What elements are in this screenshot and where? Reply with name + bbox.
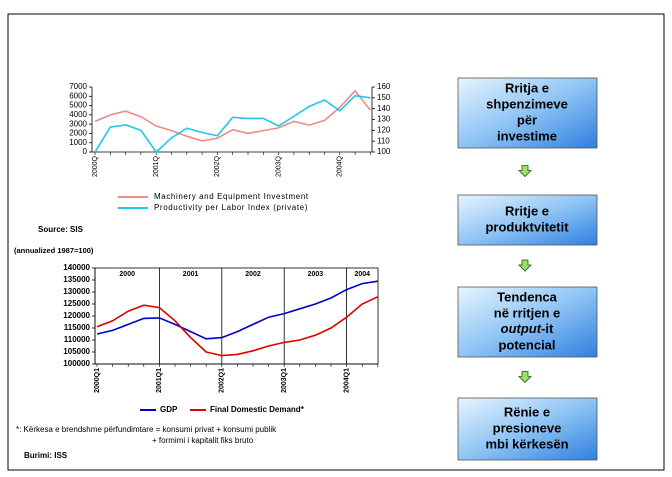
footnote: *: Kërkesa e brendshme përfundimtare = k… xyxy=(16,425,277,434)
y-tick-label: 1000 xyxy=(69,138,87,147)
flow-text: presioneve xyxy=(493,420,562,435)
x-tick-label: 2001Q xyxy=(153,155,160,177)
y-tick-label: 105000 xyxy=(63,347,90,356)
series-line xyxy=(94,89,372,142)
footnote: + formimi i kapitalit fiks bruto xyxy=(152,436,254,445)
y2-tick-label: 140 xyxy=(377,104,391,113)
x-tick-label: 2004Q1 xyxy=(343,368,350,393)
y2-tick-label: 150 xyxy=(377,93,391,102)
series-line xyxy=(96,280,378,340)
y-tick-label: 5000 xyxy=(69,101,87,110)
flow-text: produktvitetit xyxy=(485,219,569,234)
flow-arrow xyxy=(518,259,532,272)
x-tick-label: 2001Q1 xyxy=(156,368,163,393)
flow-box xyxy=(457,77,598,149)
legend-label: Machinery and Equipment Investment xyxy=(154,192,309,201)
y2-tick-label: 120 xyxy=(377,125,391,134)
source: Source: SIS xyxy=(38,225,84,234)
flow-arrow xyxy=(518,371,532,384)
flow-box xyxy=(457,286,598,358)
y-tick-label: 140000 xyxy=(63,263,90,272)
y-tick-label: 110000 xyxy=(64,335,91,344)
y2-tick-label: 130 xyxy=(377,115,391,124)
plot-area xyxy=(94,267,379,365)
flow-text: output-it xyxy=(501,321,554,336)
chart-subtitle: (annualized 1987=100) xyxy=(14,246,94,255)
x-tick-label: 2000Q1 xyxy=(94,368,101,393)
series-line xyxy=(94,94,371,154)
x-tick-label: 2004Q xyxy=(337,155,344,177)
period-label: 2004 xyxy=(355,271,371,278)
x-tick-label: 2000Q xyxy=(92,155,99,177)
y-tick-label: 6000 xyxy=(69,91,87,100)
y-tick-label: 120000 xyxy=(63,311,90,320)
x-tick-label: 2002Q xyxy=(214,155,221,177)
flow-text: Rritja e xyxy=(505,80,549,95)
y-tick-label: 125000 xyxy=(63,299,90,308)
x-tick-label: 2003Q1 xyxy=(281,368,288,393)
y-tick-label: 115000 xyxy=(64,323,91,332)
flow-text: në rritjen e xyxy=(494,305,560,320)
frame xyxy=(7,13,665,471)
y-tick-label: 4000 xyxy=(69,110,87,119)
y-tick-label: 130000 xyxy=(63,287,90,296)
y-tick-label: 3000 xyxy=(69,119,87,128)
flow-box xyxy=(457,194,598,246)
y-tick-label: 135000 xyxy=(63,275,90,284)
flow-text: Rritje e xyxy=(505,203,549,218)
period-label: 2002 xyxy=(245,271,261,278)
y-tick-label: 100000 xyxy=(63,359,90,368)
period-label: 2003 xyxy=(308,271,324,278)
flow-text-run: -it xyxy=(541,321,554,336)
flow-arrow xyxy=(518,165,532,178)
period-label: 2000 xyxy=(119,271,135,278)
flow-text: Rënie e xyxy=(504,404,550,419)
flow-text: shpenzimeve xyxy=(486,96,568,111)
flow-text-run: output xyxy=(501,321,542,336)
y-tick-label: 0 xyxy=(83,147,88,156)
series-line xyxy=(96,296,379,357)
flow-text: mbi kërkesën xyxy=(485,436,568,451)
legend-label: Final Domestic Demand* xyxy=(210,405,305,414)
x-tick-label: 2002Q1 xyxy=(219,368,226,393)
y-tick-label: 2000 xyxy=(69,129,87,138)
flow-text: Tendenca xyxy=(497,289,557,304)
source: Burimi: ISS xyxy=(24,451,68,460)
flow-text: investime xyxy=(497,128,557,143)
legend-label: GDP xyxy=(160,405,178,414)
y2-tick-label: 100 xyxy=(377,147,391,156)
y-tick-label: 7000 xyxy=(69,82,87,91)
flow-text: për xyxy=(517,112,537,127)
flow-text: potencial xyxy=(498,337,555,352)
legend-label: Productivity per Labor Index (private) xyxy=(154,203,308,212)
y2-tick-label: 160 xyxy=(377,82,391,91)
y2-tick-label: 110 xyxy=(377,136,390,145)
flow-box xyxy=(457,397,598,461)
x-tick-label: 2003Q xyxy=(275,155,282,177)
period-label: 2001 xyxy=(183,271,199,278)
